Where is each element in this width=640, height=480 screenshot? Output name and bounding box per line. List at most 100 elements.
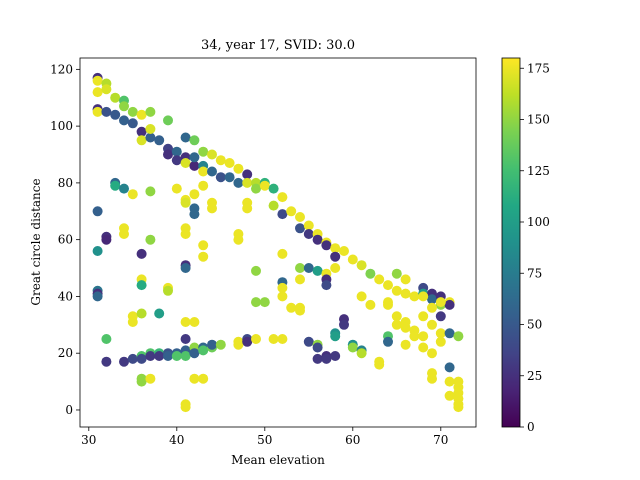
scatter-point	[180, 402, 191, 413]
scatter-point	[435, 336, 446, 347]
scatter-point	[259, 297, 270, 308]
scatter-point	[321, 353, 332, 364]
scatter-point	[409, 291, 420, 302]
scatter-point	[383, 336, 393, 347]
scatter-point	[268, 334, 279, 344]
scatter-point	[233, 163, 244, 174]
scatter-point	[207, 166, 217, 177]
scatter-point	[207, 203, 217, 214]
scatter-point	[110, 180, 121, 191]
colorbar: 0 25 50 75 100 125 150 175	[501, 57, 550, 434]
scatter-point	[198, 146, 209, 157]
x-tick-label: 70	[433, 433, 448, 447]
scatter-point	[339, 246, 349, 256]
scatter-point	[242, 336, 253, 347]
scatter-point	[444, 390, 455, 401]
scatter-point	[312, 265, 323, 276]
scatter-point	[391, 311, 402, 322]
scatter-point	[268, 183, 279, 194]
scatter-point	[198, 373, 209, 384]
scatter-point	[383, 299, 393, 310]
scatter-point	[101, 234, 112, 245]
scatter-point	[259, 180, 270, 191]
scatter-point	[277, 291, 288, 302]
colorbar-tick-label: 50	[527, 318, 542, 332]
scatter-point	[180, 197, 191, 208]
colorbar-ticks: 0 25 50 75 100 125 150 175	[520, 61, 550, 434]
y-tick-label: 0	[65, 403, 73, 417]
y-tick-label: 20	[58, 346, 73, 360]
scatter-point	[303, 220, 314, 231]
x-tick-label: 30	[81, 433, 96, 447]
scatter-point	[136, 280, 147, 291]
scatter-point	[277, 334, 288, 344]
colorbar-tick-label: 0	[527, 420, 535, 434]
y-tick-label: 100	[50, 119, 73, 133]
scatter-point	[224, 158, 235, 168]
scatter-point	[92, 75, 103, 86]
scatter-point	[215, 339, 226, 350]
scatter-point	[303, 263, 314, 273]
scatter-point	[154, 308, 165, 319]
scatter-point	[145, 186, 156, 197]
scatter-point	[286, 302, 297, 313]
scatter-point	[295, 263, 305, 273]
scatter-point	[127, 317, 138, 327]
scatter-point	[171, 351, 182, 361]
scatter-point	[347, 342, 358, 353]
scatter-point	[189, 348, 200, 359]
scatter-point	[136, 109, 147, 120]
scatter-point	[224, 172, 235, 183]
scatter-point	[180, 334, 191, 344]
scatter-point	[268, 200, 279, 211]
scatter-point	[154, 351, 165, 361]
scatter-point	[418, 291, 429, 302]
scatter-point	[427, 348, 437, 359]
scatter-point	[92, 87, 103, 98]
scatter-point	[251, 334, 261, 344]
scatter-point	[356, 291, 367, 302]
plot-frame	[79, 57, 477, 428]
scatter-point	[427, 319, 437, 330]
scatter-point	[215, 155, 226, 166]
scatter-point	[435, 328, 446, 339]
colorbar-gradient	[501, 57, 521, 428]
scatter-point	[101, 356, 112, 367]
scatter-point	[330, 263, 341, 273]
scatter-point	[365, 299, 376, 310]
scatter-point	[189, 317, 200, 327]
scatter-point	[391, 268, 402, 279]
scatter-point	[347, 254, 358, 265]
scatter-point	[339, 319, 349, 330]
scatter-point	[444, 328, 455, 339]
scatter-point	[189, 373, 200, 384]
scatter-point	[251, 297, 261, 308]
scatter-point	[127, 106, 138, 117]
scatter-point	[207, 149, 217, 160]
scatter-point	[136, 376, 147, 387]
scatter-point	[189, 135, 200, 146]
scatter-point	[444, 376, 455, 387]
scatter-point	[277, 192, 288, 203]
scatter-point	[400, 339, 411, 350]
scatter-point	[233, 339, 244, 350]
scatter-point	[136, 126, 147, 137]
scatter-point	[171, 183, 182, 194]
scatter-point	[145, 106, 156, 117]
scatter-point	[330, 251, 341, 262]
scatter-point	[295, 305, 305, 316]
scatter-point	[286, 206, 297, 217]
scatter-point	[321, 280, 332, 291]
scatter-point	[180, 351, 191, 361]
scatter-point	[119, 356, 129, 367]
scatter-point	[277, 248, 288, 259]
scatter-point	[418, 311, 429, 322]
scatter-point	[180, 132, 191, 143]
scatter-point	[163, 115, 173, 126]
scatter-point	[145, 351, 156, 361]
scatter-point	[92, 106, 103, 117]
scatter-point	[171, 155, 182, 166]
scatter-point	[418, 342, 429, 353]
scatter-point	[180, 263, 191, 273]
